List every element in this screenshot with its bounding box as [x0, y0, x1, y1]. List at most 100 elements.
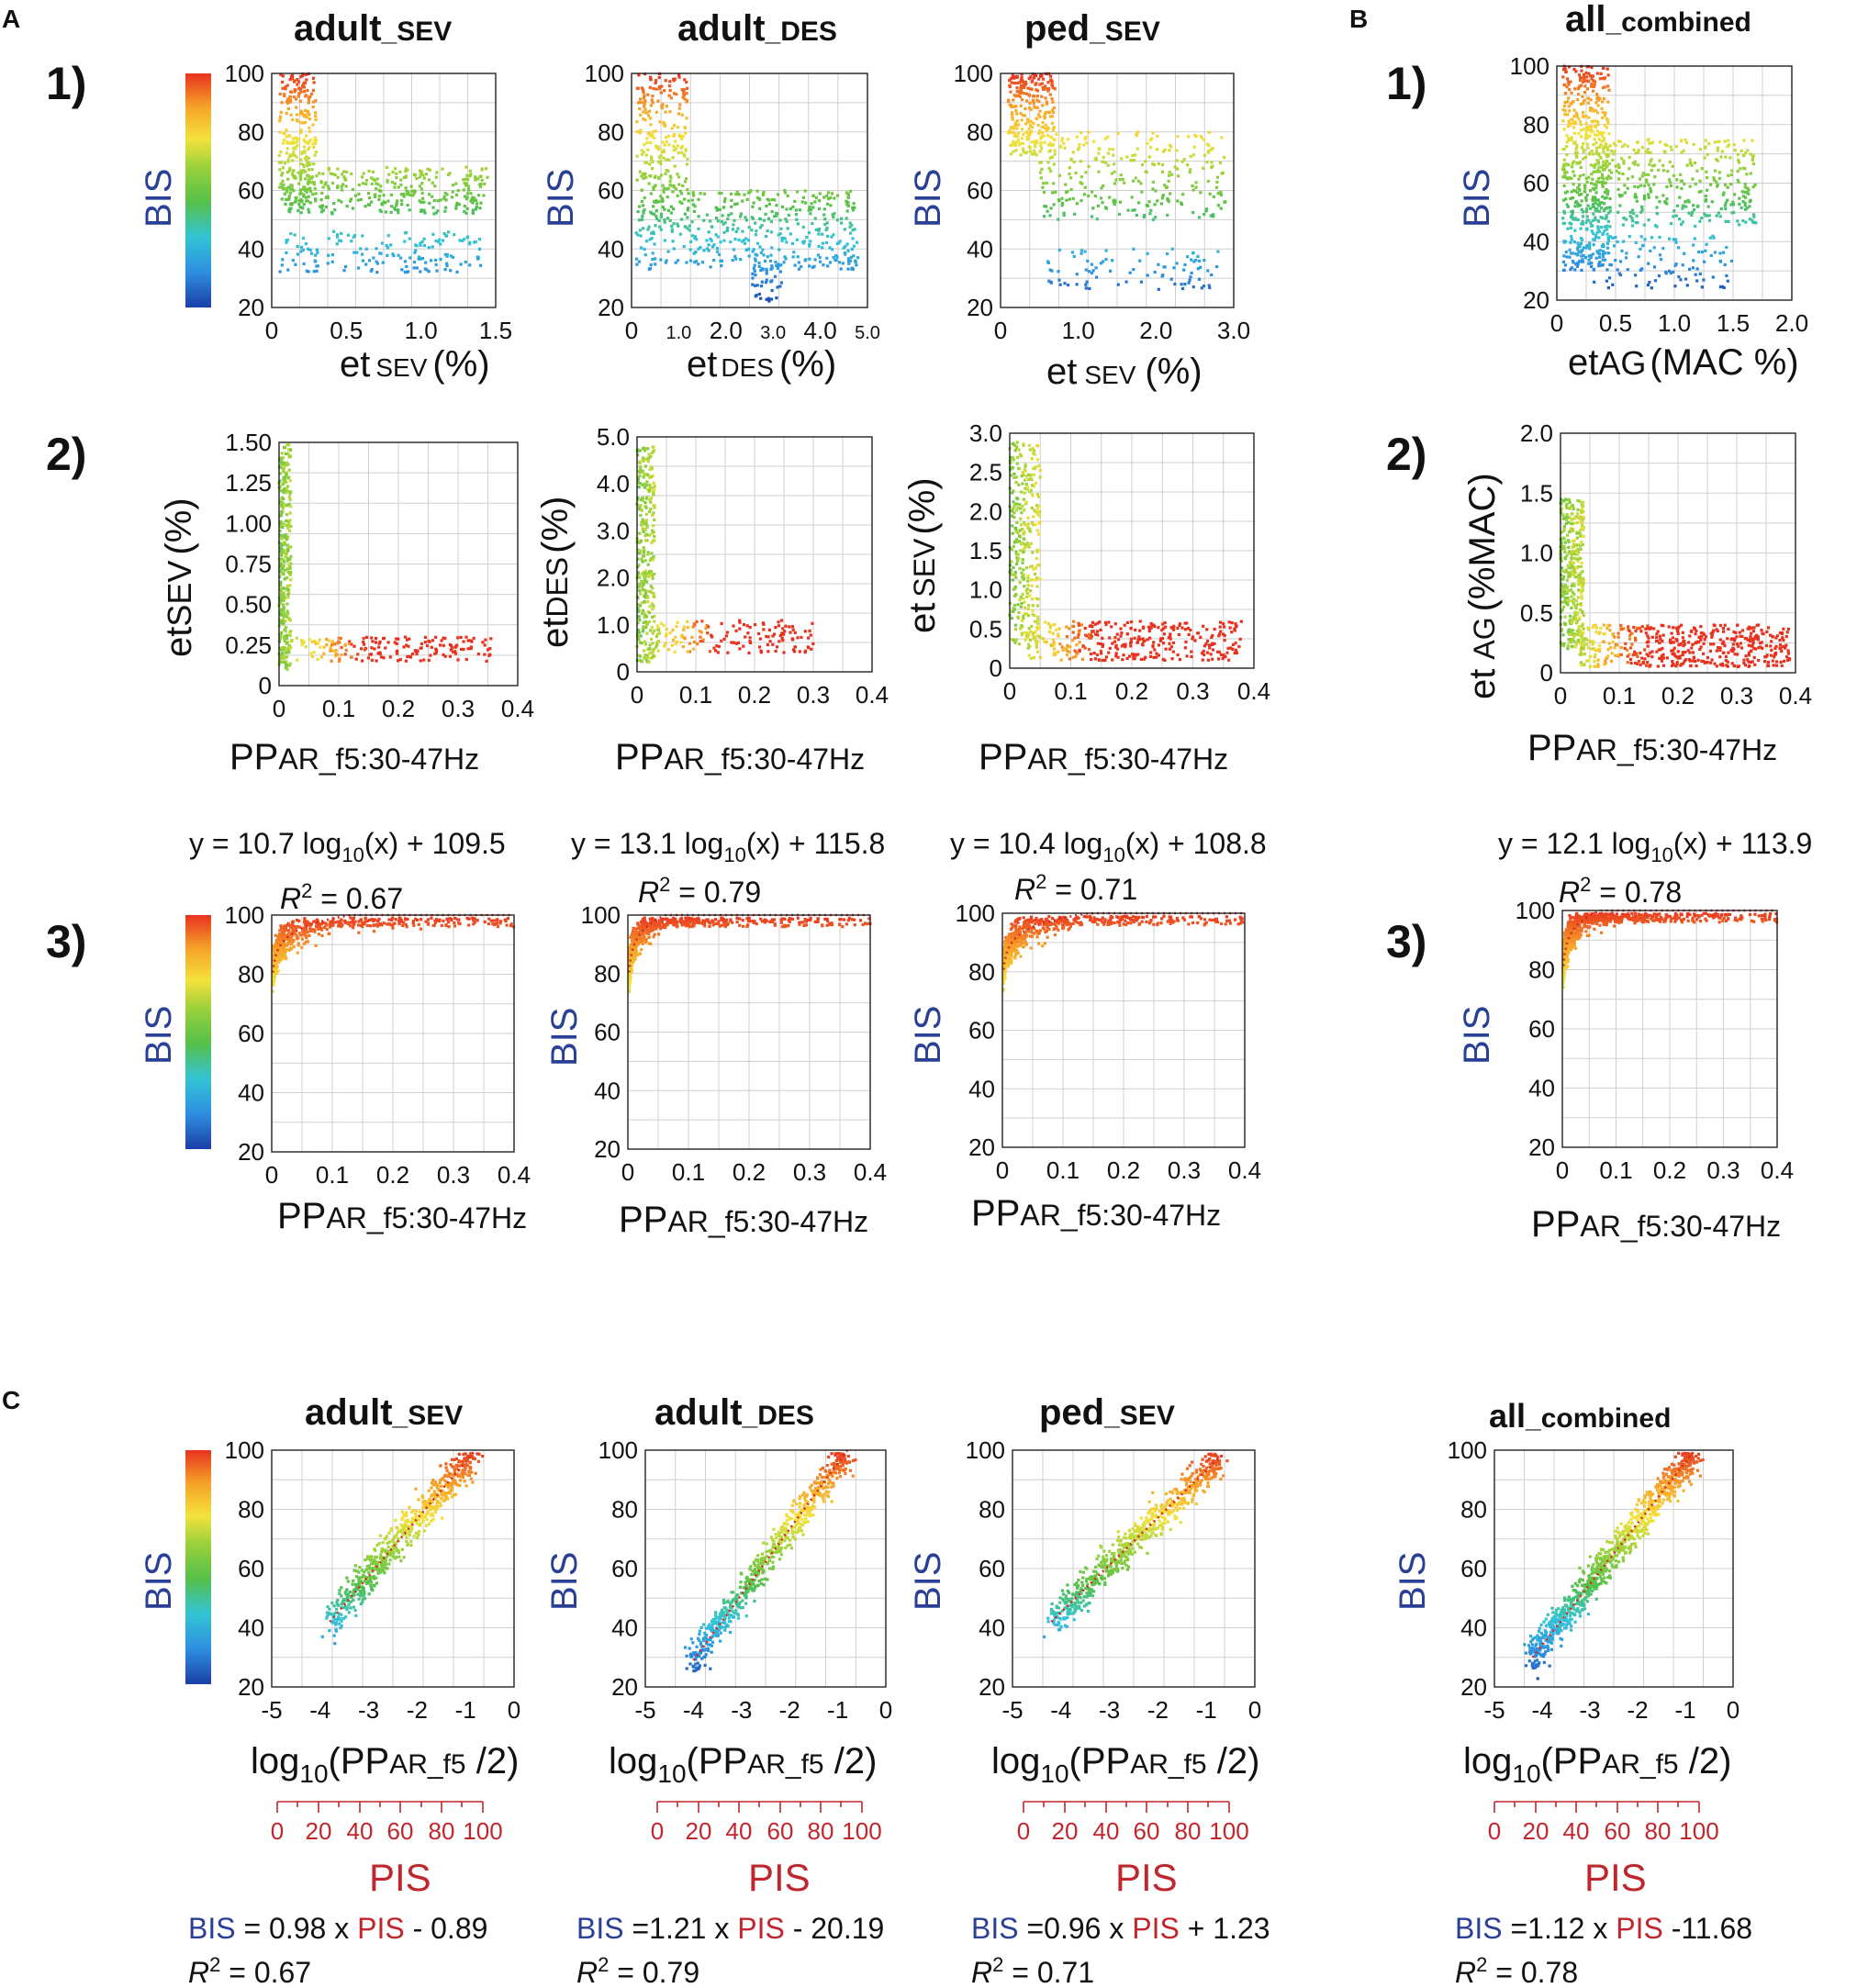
data-point	[434, 635, 438, 639]
data-point	[406, 203, 409, 207]
data-point	[1095, 653, 1099, 657]
points	[277, 72, 489, 274]
data-point	[1048, 624, 1052, 628]
data-point	[751, 276, 755, 280]
data-point	[1591, 152, 1594, 156]
data-point	[638, 100, 642, 105]
data-point	[1646, 284, 1650, 287]
data-point	[471, 211, 475, 215]
data-point	[1593, 83, 1596, 86]
data-point	[645, 580, 649, 584]
data-point	[766, 229, 769, 233]
data-point	[1567, 137, 1571, 140]
data-point	[1129, 644, 1133, 648]
data-point	[693, 261, 697, 264]
data-point	[420, 187, 423, 191]
data-point	[681, 95, 685, 99]
data-point	[780, 205, 785, 208]
data-point	[424, 173, 428, 176]
data-point	[847, 259, 851, 262]
data-point	[278, 92, 282, 96]
data-point	[1724, 155, 1728, 159]
data-point	[1598, 209, 1602, 213]
data-point	[803, 189, 807, 193]
data-point	[1031, 140, 1035, 144]
data-point	[800, 635, 803, 640]
data-point	[685, 620, 689, 623]
data-point	[824, 240, 829, 244]
data-point	[657, 148, 661, 151]
data-point	[1607, 152, 1611, 156]
data-point	[389, 210, 393, 214]
y-tick-label: 5.0	[597, 423, 630, 451]
data-point	[1143, 214, 1147, 218]
data-point	[1017, 483, 1021, 486]
data-point	[1600, 140, 1604, 143]
data-point	[822, 263, 825, 267]
plot-frame	[278, 441, 519, 687]
data-point	[1630, 175, 1635, 179]
data-point	[1574, 111, 1578, 115]
data-point	[665, 631, 668, 636]
data-point	[651, 257, 654, 262]
data-point	[313, 153, 317, 157]
data-point	[427, 193, 431, 196]
data-point	[1642, 223, 1646, 227]
data-point	[769, 297, 774, 301]
data-point	[403, 231, 408, 235]
data-point	[1015, 119, 1019, 123]
data-point	[1023, 531, 1026, 534]
data-point	[719, 259, 722, 262]
data-point	[775, 296, 778, 300]
data-point	[352, 235, 355, 239]
data-point	[674, 261, 677, 264]
data-point	[348, 199, 352, 203]
data-point	[1600, 206, 1604, 210]
data-point	[444, 206, 448, 209]
data-point	[1122, 653, 1125, 657]
data-point	[689, 240, 693, 243]
data-point	[645, 660, 649, 664]
chart-a2_adultdes: 01.02.03.04.05.00 0.1 0.2 0.3 0.4	[597, 423, 889, 709]
data-point	[740, 240, 744, 243]
data-point	[636, 478, 640, 482]
data-point	[1037, 100, 1041, 104]
data-point	[1065, 647, 1068, 652]
data-point	[1050, 121, 1055, 125]
data-point	[638, 465, 642, 469]
data-point	[1562, 84, 1566, 87]
data-point	[1570, 210, 1573, 214]
data-point	[386, 165, 389, 170]
data-point	[1621, 172, 1625, 176]
data-point	[1722, 285, 1726, 290]
row-label-3: 3)	[46, 916, 86, 967]
data-point	[400, 199, 404, 203]
data-point	[1215, 180, 1219, 184]
data-point	[1012, 544, 1015, 549]
data-point	[480, 168, 484, 172]
data-point	[1163, 184, 1167, 187]
data-point	[1022, 443, 1025, 448]
data-point	[1189, 275, 1192, 279]
data-point	[375, 260, 378, 263]
data-point	[699, 635, 702, 639]
data-point	[688, 642, 691, 645]
data-point	[1020, 76, 1024, 80]
data-point	[1594, 151, 1598, 155]
data-point	[291, 259, 295, 262]
data-point	[722, 239, 726, 242]
data-point	[1074, 651, 1079, 654]
data-point	[287, 522, 291, 526]
data-point	[761, 193, 765, 196]
data-point	[350, 240, 353, 243]
data-point	[1194, 258, 1198, 262]
data-point	[1598, 229, 1602, 233]
data-point	[732, 248, 735, 251]
data-point	[400, 203, 404, 207]
data-point	[643, 616, 646, 620]
data-point	[642, 227, 645, 230]
data-point	[1035, 507, 1040, 510]
data-point	[308, 146, 311, 150]
chart-a2_adultsev: 00.250.500.751.001.251.500 0.1 0.2 0.3 0.4	[225, 429, 534, 722]
data-point	[1725, 274, 1728, 278]
